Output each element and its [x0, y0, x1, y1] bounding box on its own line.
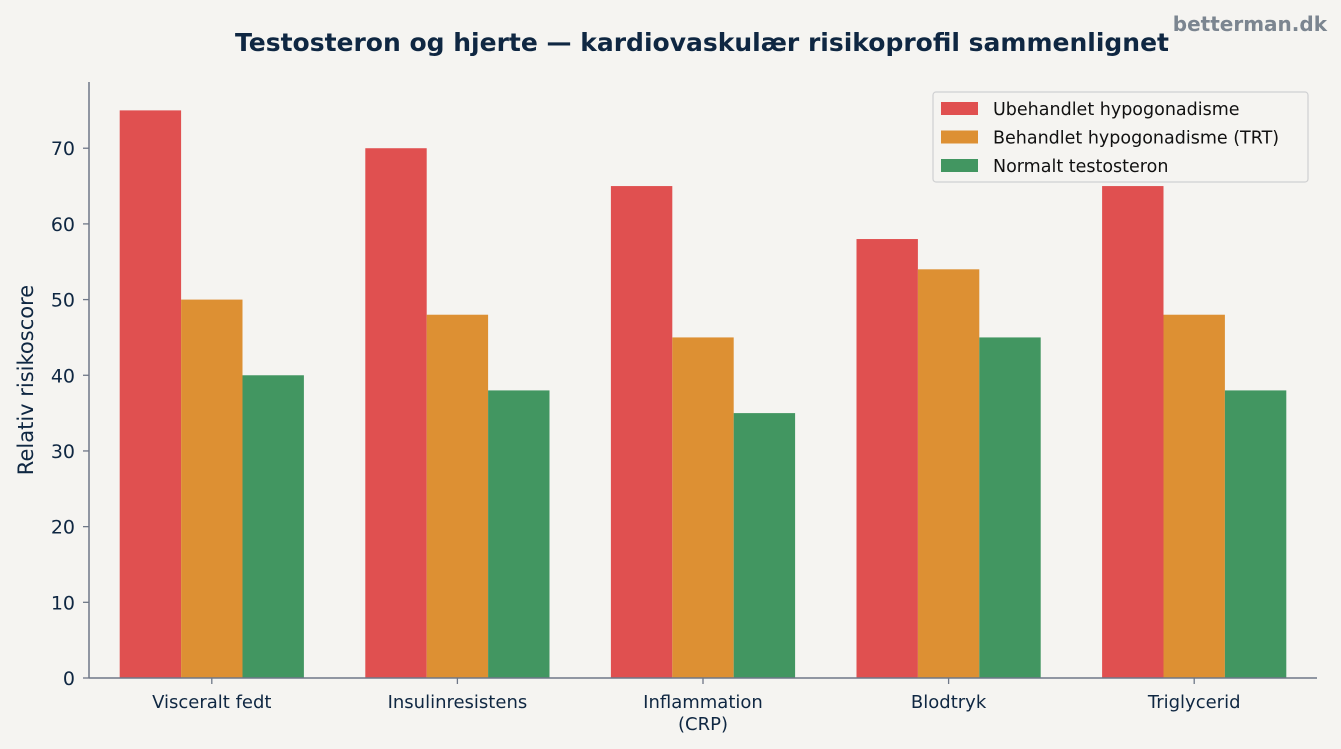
bar-0-0 [119, 110, 182, 678]
bar-1-3 [917, 269, 980, 678]
bar-1-0 [181, 299, 243, 678]
watermark: betterman.dk [1172, 12, 1327, 36]
bar-2-1 [488, 390, 550, 678]
y-tick-label-0: 0 [63, 668, 75, 690]
y-tick-label-6: 60 [51, 214, 75, 236]
bar-2-0 [242, 375, 304, 678]
bar-1-4 [1163, 314, 1225, 678]
legend [932, 91, 1309, 183]
x-tick-label-1: Insulinresistens [388, 692, 528, 713]
chart-title: Testosteron og hjerte — kardiovaskulær r… [235, 28, 1169, 57]
bar-0-2 [610, 186, 673, 678]
bar-0-3 [856, 239, 918, 679]
legend-label-2: Normalt testosteron [993, 157, 1168, 177]
bar-2-2 [733, 413, 796, 678]
legend-swatch-2 [941, 159, 978, 172]
y-tick-label-7: 70 [51, 138, 75, 160]
legend-label-0: Ubehandlet hypogonadisme [993, 100, 1240, 120]
y-tick-label-5: 50 [51, 290, 75, 312]
bar-2-3 [979, 337, 1041, 678]
y-tick-label-4: 40 [51, 365, 75, 387]
bar-0-1 [365, 148, 427, 679]
x-tick-label-3: Blodtryk [911, 692, 987, 713]
x-tick-label-0: Visceralt fedt [152, 692, 271, 713]
bar-1-2 [672, 337, 734, 678]
bar-2-4 [1224, 390, 1287, 678]
y-tick-label-3: 30 [51, 441, 75, 463]
x-tick-label-2: Inflammation (CRP) [643, 692, 763, 735]
bar-0-4 [1102, 186, 1164, 678]
y-tick-label-1: 10 [51, 592, 75, 614]
x-tick-label-4: Triglycerid [1147, 692, 1241, 713]
bar-1-1 [426, 314, 489, 678]
y-axis-label: Relativ risikoscore [14, 285, 38, 475]
legend-swatch-0 [941, 102, 978, 115]
legend-label-1: Behandlet hypogonadisme (TRT) [993, 129, 1279, 149]
legend-swatch-1 [941, 130, 978, 144]
y-tick-label-2: 20 [51, 517, 75, 539]
